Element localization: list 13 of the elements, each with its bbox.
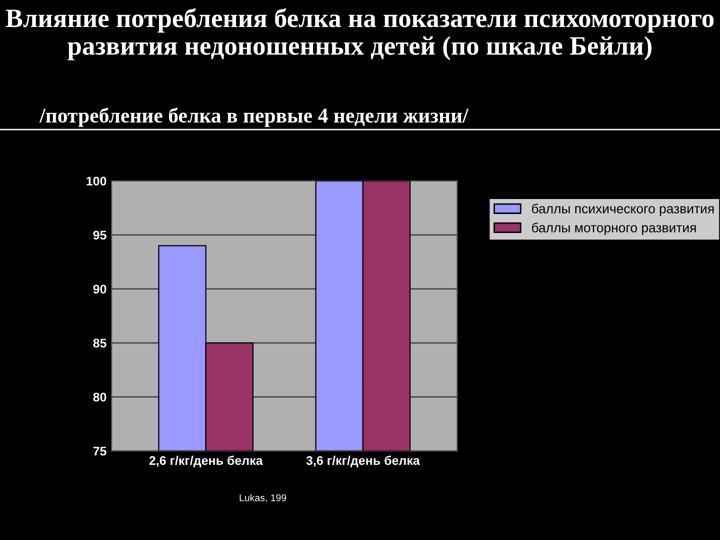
y-tick-label: 100 [86, 176, 106, 186]
y-tick-label: 80 [93, 392, 106, 402]
chart-subtitle: /потребление белка в первые 4 недели жизни/ [39, 108, 469, 127]
text: Lukas, 199 [240, 494, 286, 502]
y-tick-label: 95 [93, 230, 106, 240]
y-tick-label: 90 [93, 284, 106, 294]
legend-label: баллы психического развития [532, 204, 714, 216]
chart-title: Влияние потребления белка на показатели психомоторного развития недоношенных детей (по шкале Бейли) [6, 8, 714, 60]
y-tick-label: 85 [93, 338, 106, 348]
y-tick-label: 75 [93, 446, 106, 456]
x-tick-label: 3,6 г/кг/день белка [306, 456, 420, 468]
x-tick-label: 2,6 г/кг/день белка [149, 456, 263, 468]
legend-label: баллы моторного развития [532, 222, 696, 236]
